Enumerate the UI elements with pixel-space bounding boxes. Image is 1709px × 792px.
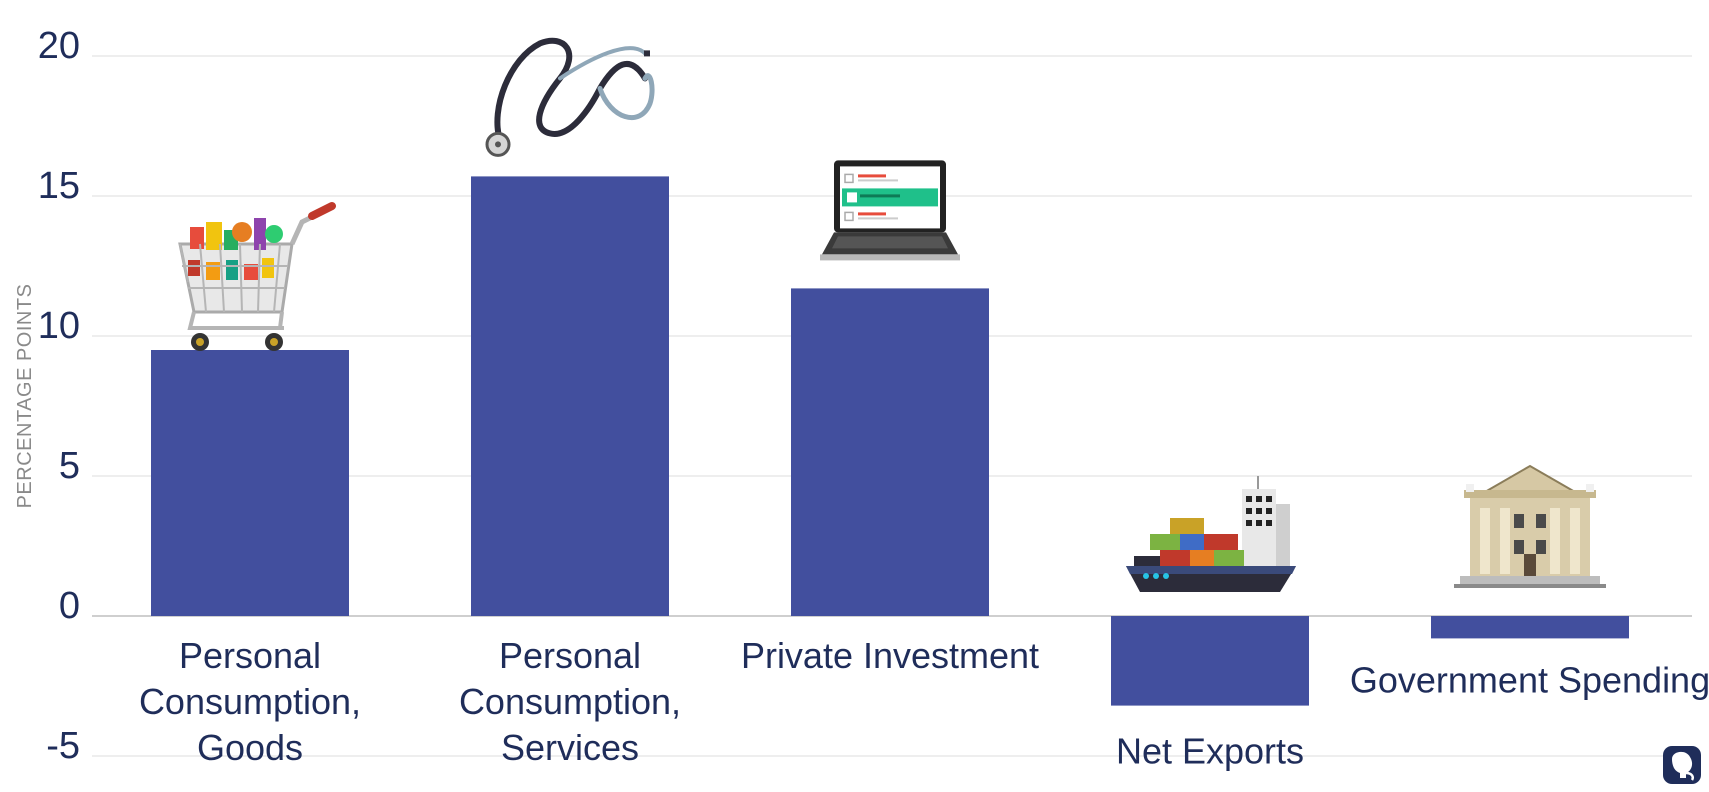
bar bbox=[151, 350, 349, 616]
category-label: Personal Consumption, Goods bbox=[139, 635, 361, 768]
bar bbox=[1431, 616, 1629, 639]
bar bbox=[471, 176, 669, 616]
y-tick-label: 5 bbox=[59, 445, 80, 487]
category-label: Net Exports bbox=[1116, 731, 1304, 772]
government-building-icon bbox=[1453, 465, 1607, 589]
bars bbox=[151, 176, 1629, 706]
bar bbox=[791, 288, 989, 616]
elephant-logo-icon bbox=[1661, 744, 1703, 786]
y-tick-label: -5 bbox=[46, 725, 80, 767]
y-tick-label: 15 bbox=[38, 165, 80, 207]
bar bbox=[1111, 616, 1309, 706]
y-axis-ticks: -5 0 5 10 15 20 bbox=[38, 25, 80, 767]
cargo-ship-icon bbox=[1125, 475, 1297, 593]
category-label: Government Spending bbox=[1350, 659, 1709, 700]
category-labels: Personal Consumption, Goods Personal Consump… bbox=[139, 635, 1709, 772]
y-axis-title: PERCENTAGE POINTS bbox=[14, 284, 36, 509]
y-tick-label: 0 bbox=[59, 585, 80, 627]
category-label: Private Investment bbox=[741, 635, 1039, 676]
laptop-checklist-icon bbox=[819, 159, 961, 262]
shopping-cart-icon bbox=[180, 206, 332, 351]
category-label: Personal Consumption, Services bbox=[459, 635, 681, 768]
y-tick-label: 10 bbox=[38, 305, 80, 347]
y-tick-label: 20 bbox=[38, 25, 80, 67]
stethoscope-icon bbox=[487, 41, 652, 156]
